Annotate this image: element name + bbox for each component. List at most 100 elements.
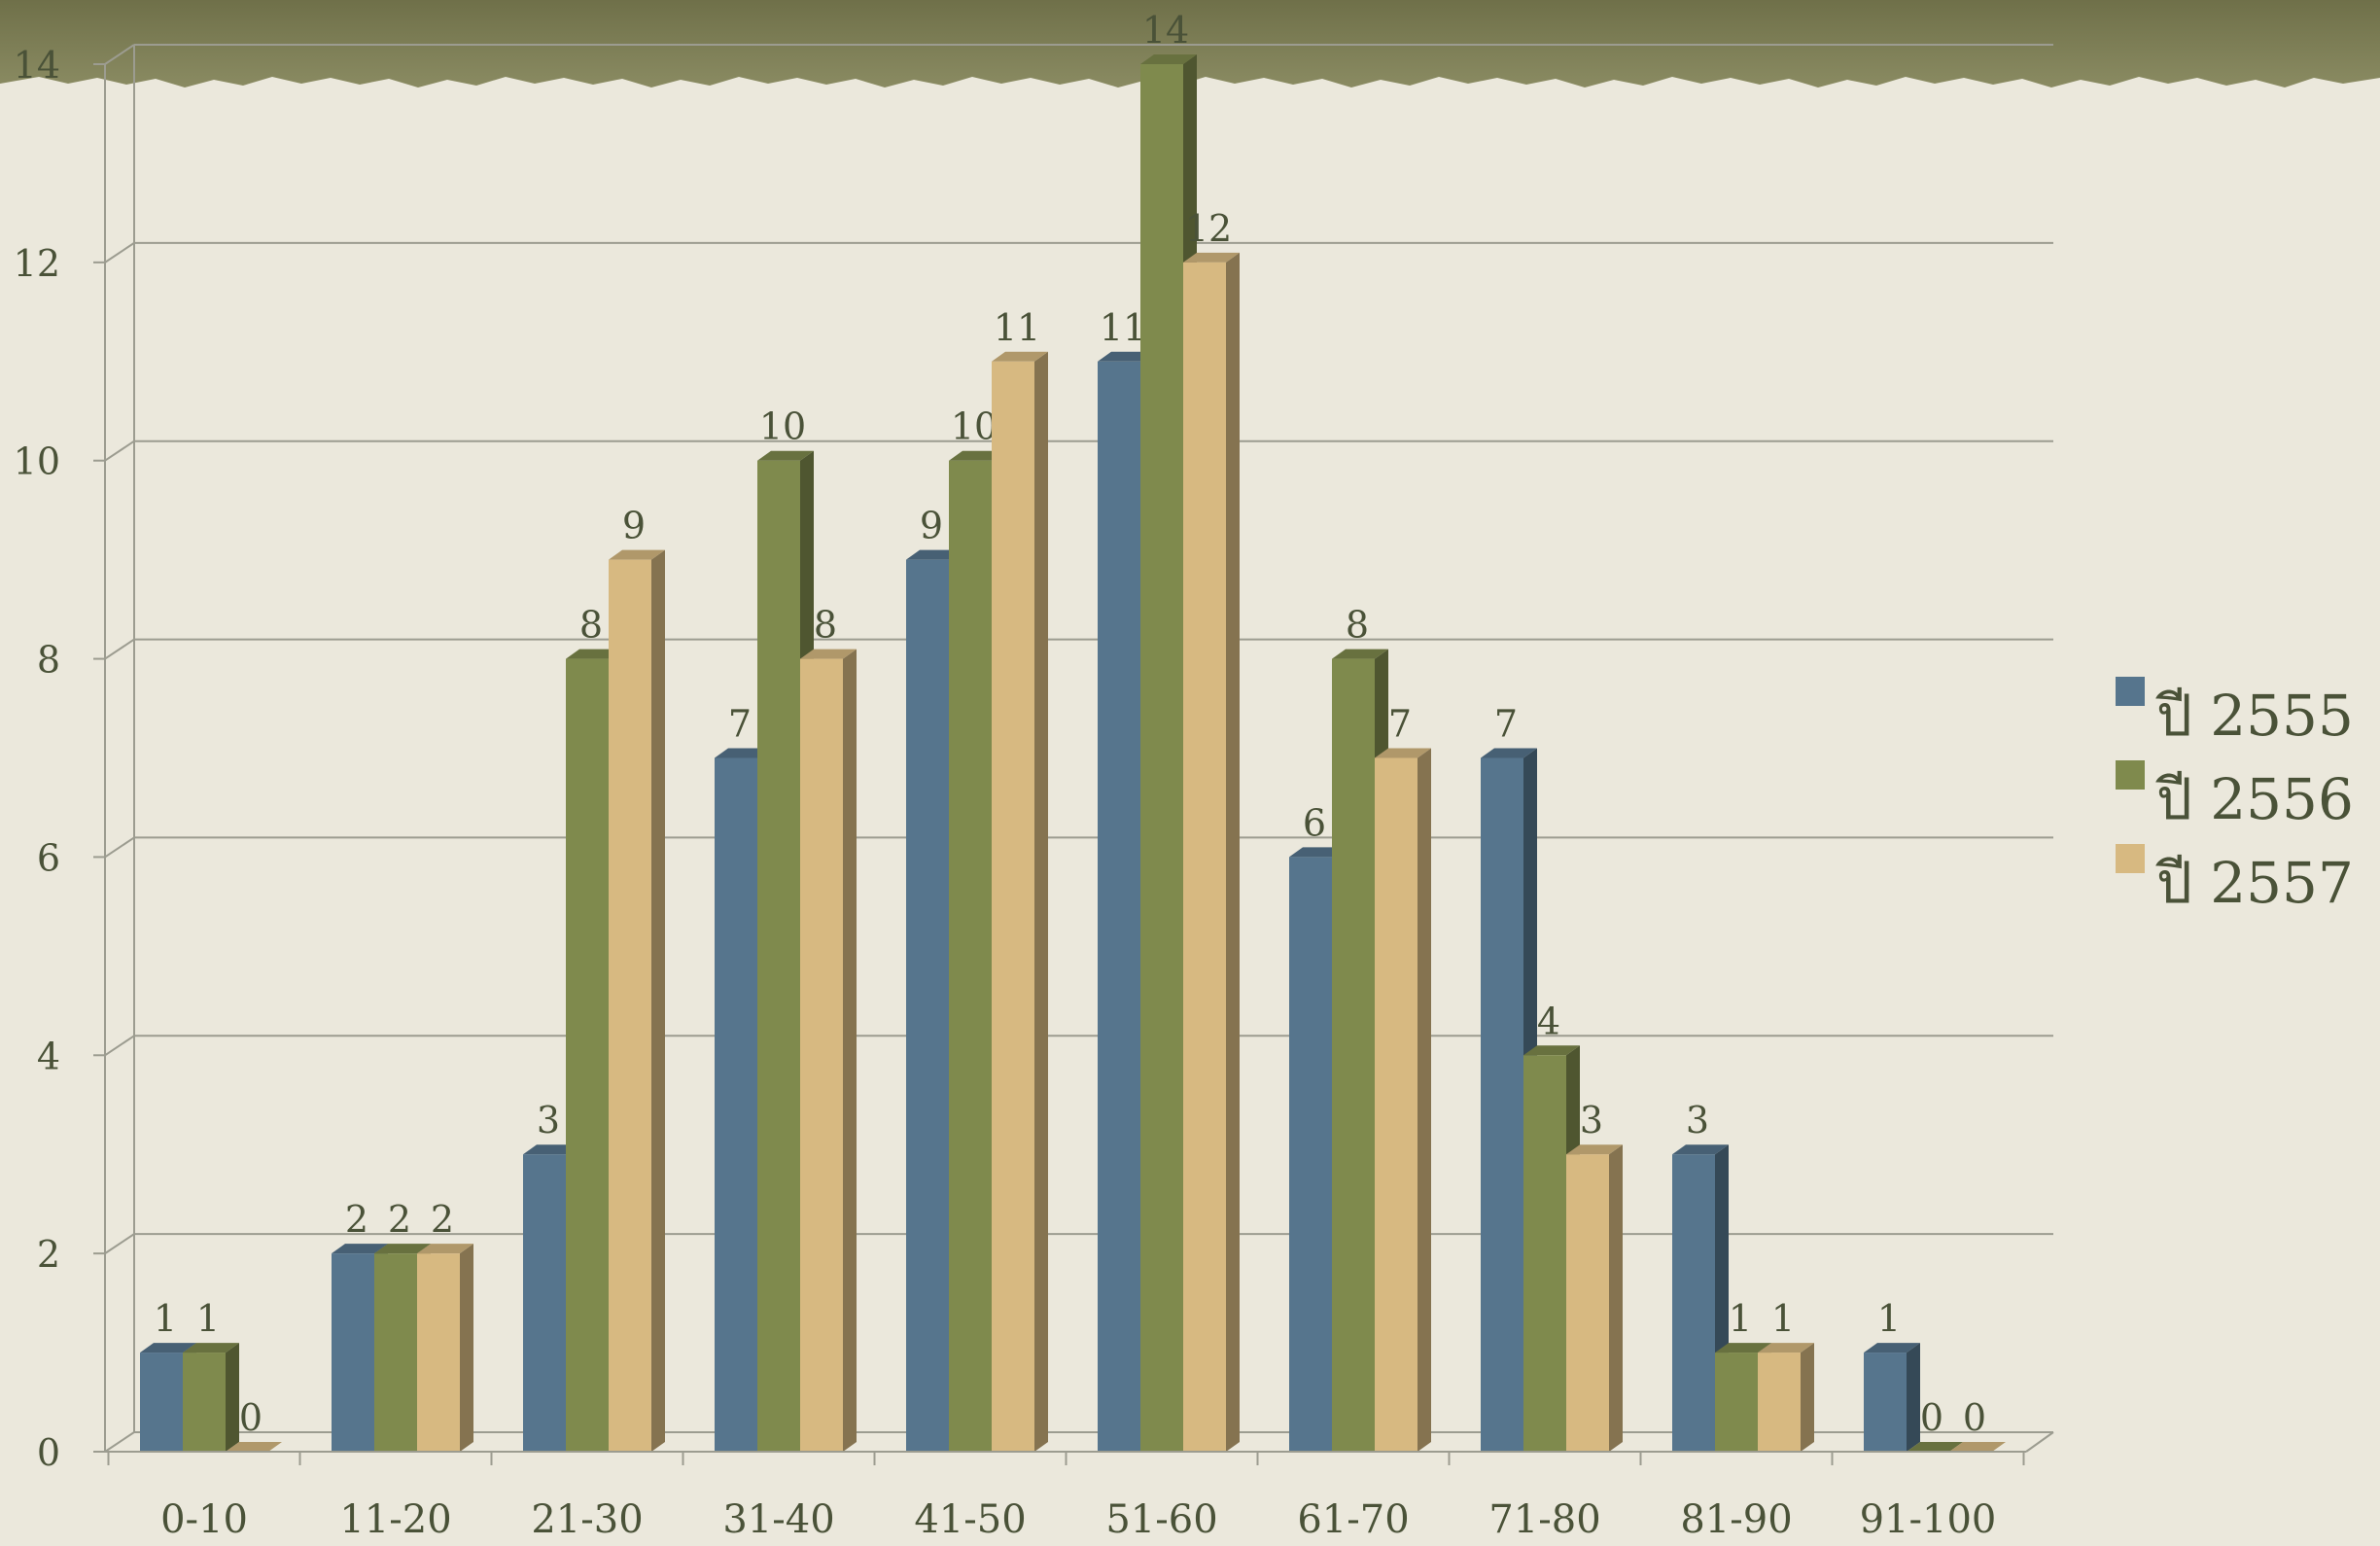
x-tick-label: 91-100 — [1860, 1497, 1997, 1542]
bar — [992, 351, 1048, 1453]
bar-front — [1183, 262, 1226, 1452]
bar-top — [1715, 1343, 1771, 1353]
bar-top — [1098, 351, 1154, 362]
data-label: 11 — [1100, 306, 1146, 349]
bar-top — [609, 549, 665, 560]
bar-front — [1864, 1353, 1907, 1452]
bar — [800, 649, 857, 1452]
bar-top — [1949, 1442, 2006, 1452]
bar-front — [1332, 658, 1375, 1452]
bar-top — [1140, 54, 1197, 64]
y-tick-label: 14 — [14, 44, 60, 87]
gridline-depth — [104, 638, 135, 660]
data-label: 8 — [579, 604, 603, 647]
x-tick-label: 71-80 — [1488, 1497, 1600, 1542]
gridline-depth — [104, 242, 135, 264]
bar-front — [566, 658, 609, 1452]
data-label: 10 — [759, 405, 806, 448]
bar-top — [1672, 1144, 1729, 1155]
y-tick-label: 12 — [14, 242, 60, 285]
y-tick-label: 10 — [14, 440, 60, 483]
bar-top — [183, 1343, 239, 1353]
bar-top — [906, 549, 962, 560]
bar-front — [1566, 1154, 1609, 1452]
data-label: 3 — [1686, 1099, 1709, 1142]
y-tick-label: 8 — [37, 639, 60, 682]
bar-front — [906, 559, 949, 1452]
bar-side — [1801, 1343, 1814, 1452]
x-tick-label: 61-70 — [1297, 1497, 1409, 1542]
bar-top — [140, 1343, 196, 1353]
bar-top — [417, 1244, 473, 1254]
bar-top — [1523, 1045, 1580, 1056]
bar-front — [949, 460, 992, 1452]
data-label: 1 — [1877, 1297, 1901, 1340]
bar-side — [1034, 351, 1048, 1453]
data-label: 8 — [1346, 604, 1369, 647]
bar-top — [1864, 1343, 1920, 1353]
bar — [1672, 1144, 1729, 1452]
data-label: 11 — [994, 306, 1040, 349]
bar-top — [949, 450, 1005, 461]
bar-top — [1907, 1442, 1963, 1452]
legend-swatch — [2116, 844, 2145, 873]
bar-top — [226, 1442, 282, 1452]
bar — [1758, 1343, 1814, 1452]
bar-top — [566, 649, 622, 659]
bar-side — [1609, 1144, 1623, 1452]
legend-swatch — [2116, 760, 2145, 790]
bar-front — [1289, 857, 1332, 1452]
y-tick-label: 4 — [37, 1035, 60, 1077]
gridline-depth — [104, 836, 135, 859]
bar-front — [1098, 361, 1140, 1453]
grid-layer — [104, 44, 2053, 1453]
bar — [1949, 1442, 2006, 1452]
x-tick-label: 21-30 — [531, 1497, 643, 1542]
bar-front — [1758, 1353, 1801, 1452]
x-tick-label: 31-40 — [722, 1497, 834, 1542]
bar — [1715, 1343, 1771, 1452]
bar-front — [523, 1154, 566, 1452]
bar-top — [1758, 1343, 1814, 1353]
data-label: 7 — [1494, 703, 1518, 746]
bar-side — [651, 549, 665, 1452]
bar-front — [1375, 757, 1418, 1452]
data-label: 4 — [1537, 1000, 1560, 1042]
bar-front — [1481, 757, 1523, 1452]
bar — [1523, 1045, 1580, 1452]
data-label: 1 — [154, 1297, 177, 1340]
bar-front — [992, 361, 1034, 1453]
data-label: 7 — [1388, 703, 1412, 746]
legend-label: ปี 2557 — [2155, 850, 2354, 916]
bar-front — [374, 1253, 417, 1452]
bar-front — [757, 460, 800, 1452]
legend: ปี 2555 ปี 2556 ปี 2557 — [2116, 677, 2354, 916]
bar-front — [332, 1253, 374, 1452]
bar-front — [183, 1353, 226, 1452]
bar — [1566, 1144, 1623, 1452]
legend-swatch — [2116, 677, 2145, 706]
bar-front — [1140, 64, 1183, 1452]
x-tick-label: 0-10 — [160, 1497, 248, 1542]
gridline-depth — [104, 1431, 135, 1453]
bar — [183, 1343, 239, 1452]
bar — [226, 1442, 282, 1452]
bar-top — [1481, 748, 1537, 758]
bar — [1864, 1343, 1920, 1452]
bar-side — [1226, 252, 1240, 1452]
bar-front — [800, 658, 843, 1452]
bar-top — [757, 450, 814, 461]
gridline-depth — [104, 1233, 135, 1254]
data-label: 0 — [239, 1396, 262, 1439]
bar-top — [1566, 1144, 1623, 1155]
bar — [1375, 748, 1431, 1452]
y-tick-label: 6 — [37, 836, 60, 879]
data-label: 1 — [196, 1297, 220, 1340]
bar-top — [1375, 748, 1431, 758]
x-tick-label: 11-20 — [339, 1497, 451, 1542]
bar-top — [1332, 649, 1388, 659]
bar-front — [1523, 1055, 1566, 1452]
